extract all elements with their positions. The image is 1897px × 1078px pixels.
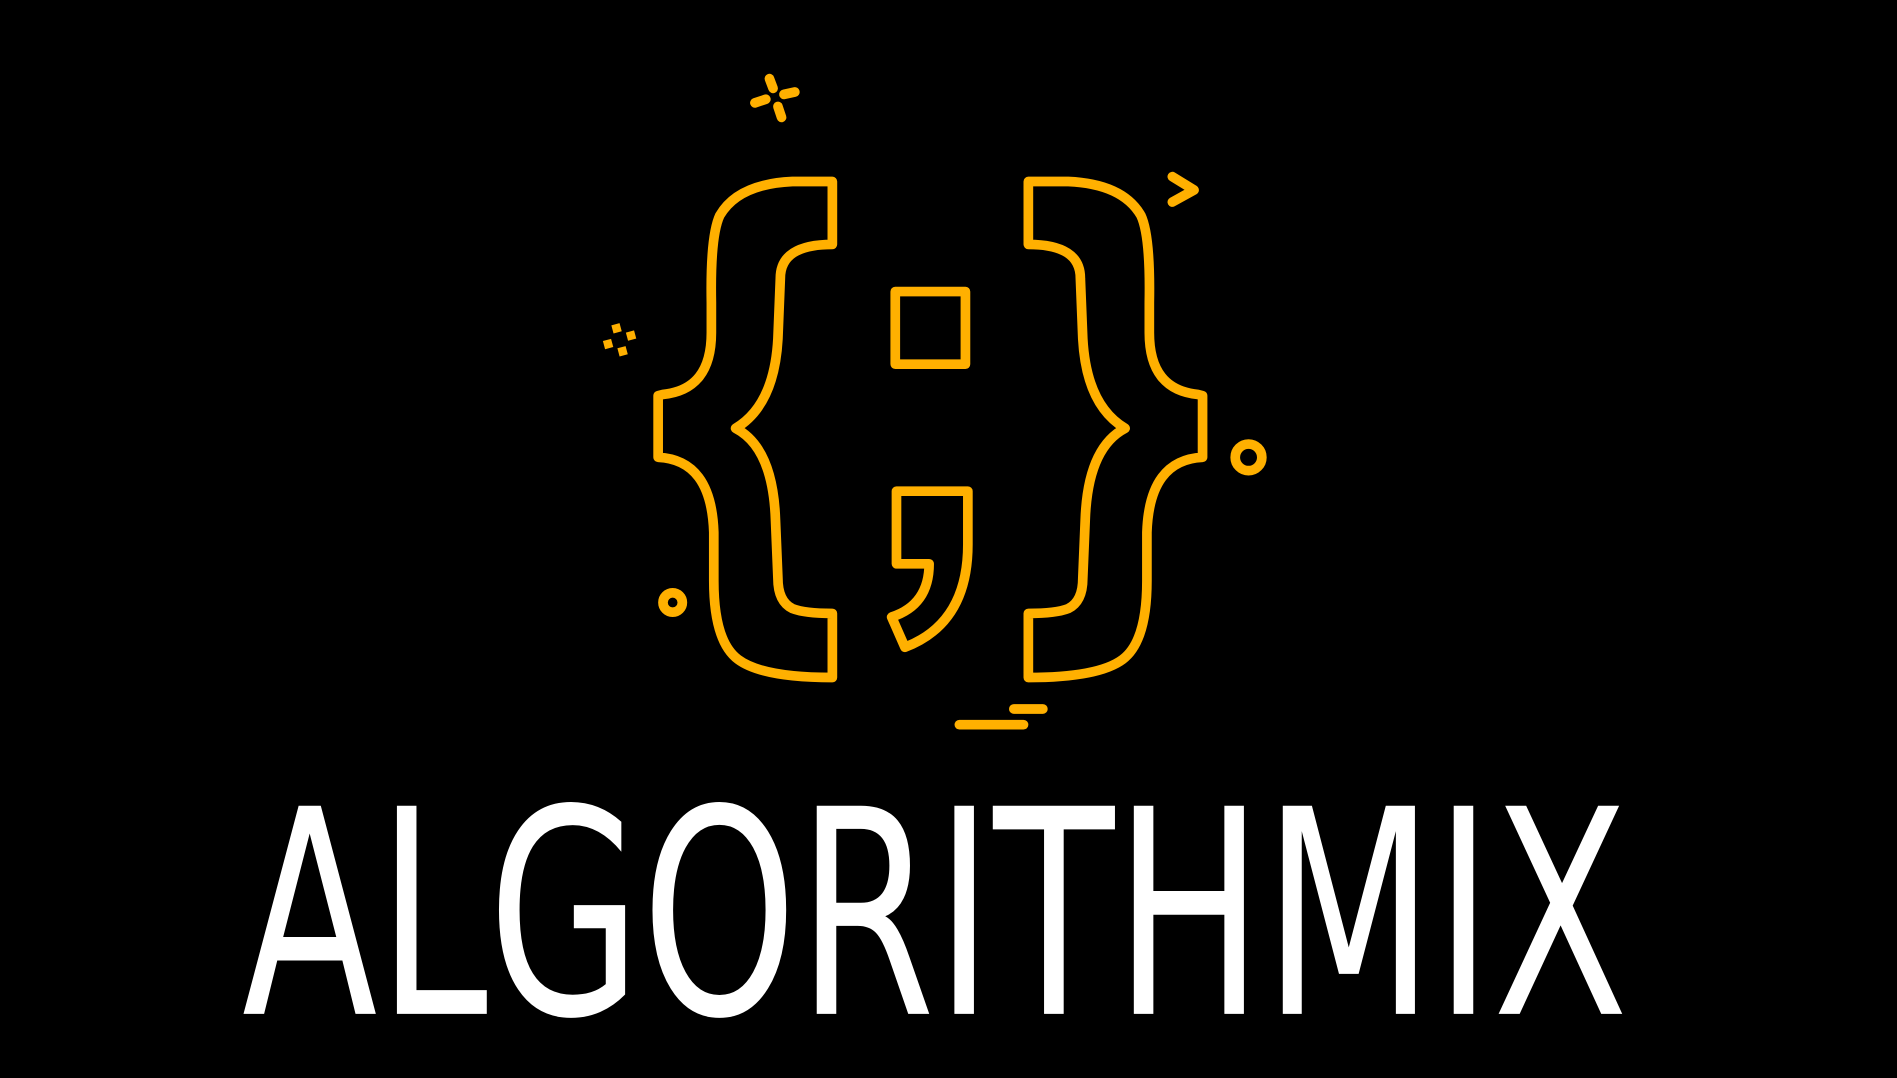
comma xyxy=(886,486,973,653)
right-brace xyxy=(1023,176,1208,683)
wordmark: ALGORITHMIX xyxy=(242,750,1628,1078)
sparkle-small xyxy=(602,323,637,357)
icon xyxy=(602,73,1267,730)
chevron xyxy=(1167,171,1199,207)
dot-circle xyxy=(658,587,688,618)
sparkle xyxy=(750,73,800,123)
left-brace xyxy=(653,176,838,683)
dot-circle xyxy=(1230,439,1267,476)
square xyxy=(890,286,971,370)
